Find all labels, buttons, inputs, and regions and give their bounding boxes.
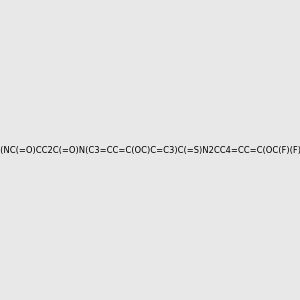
Text: CCOC1=CC=C(NC(=O)CC2C(=O)N(C3=CC=C(OC)C=C3)C(=S)N2CC4=CC=C(OC(F)(F)F)C=C4)C=C1: CCOC1=CC=C(NC(=O)CC2C(=O)N(C3=CC=C(OC)C=… (0, 146, 300, 154)
